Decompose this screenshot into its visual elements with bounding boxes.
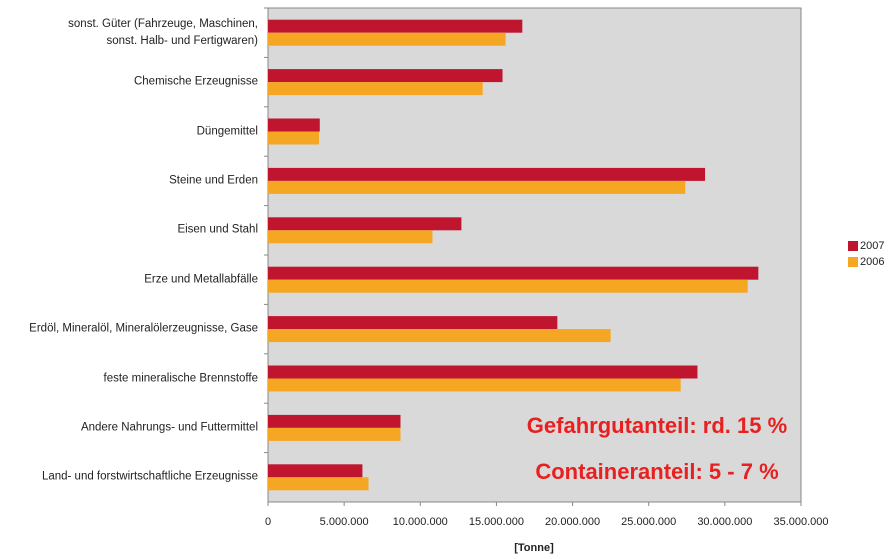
y-tick-label: Chemische Erzeugnisse xyxy=(133,75,258,88)
legend-label: 2006 xyxy=(860,256,884,268)
y-tick-label: feste mineralische Brennstoffe xyxy=(103,372,258,384)
x-tick-label: 30.000.000 xyxy=(697,516,752,528)
bar xyxy=(268,118,320,132)
legend-swatch xyxy=(848,257,858,267)
x-tick-label: 35.000.000 xyxy=(773,516,828,528)
bar xyxy=(268,279,748,293)
annotation: Gefahrgutanteil: rd. 15 % xyxy=(527,413,787,438)
bar xyxy=(268,230,433,244)
bar xyxy=(268,427,401,441)
bar xyxy=(268,19,523,33)
legend-label: 2007 xyxy=(860,240,884,252)
x-tick-label: 10.000.000 xyxy=(393,516,448,528)
y-tick-label: sonst. Güter (Fahrzeuge, Maschinen, sons… xyxy=(68,17,258,47)
x-tick-label: 20.000.000 xyxy=(545,516,600,528)
bar xyxy=(268,217,462,231)
x-tick-label: 15.000.000 xyxy=(469,516,524,528)
annotation: Containeranteil: 5 - 7 % xyxy=(535,459,778,484)
y-tick-label: Land- und forstwirtschaftliche Erzeugnis… xyxy=(41,470,258,483)
y-tick-label: Erdöl, Mineralöl, Mineralölerzeugnisse, … xyxy=(29,322,258,335)
y-tick-label: Andere Nahrungs- und Futtermittel xyxy=(80,421,258,434)
bar xyxy=(268,477,369,491)
bar xyxy=(268,365,698,379)
legend-swatch xyxy=(848,241,858,251)
bar xyxy=(268,32,506,46)
bar xyxy=(268,82,483,96)
bar xyxy=(268,266,759,280)
y-tick-label: Erze und Metallabfälle xyxy=(144,273,258,286)
x-tick-label: 5.000.000 xyxy=(320,516,369,528)
x-axis-label: [Tonne] xyxy=(514,542,554,554)
y-tick-label: Steine und Erden xyxy=(169,174,258,187)
bar xyxy=(268,180,686,194)
y-tick-label: Düngemittel xyxy=(196,125,258,137)
bar xyxy=(268,69,503,83)
x-tick-label: 25.000.000 xyxy=(621,516,676,528)
bar xyxy=(268,464,363,478)
bar xyxy=(268,131,320,145)
bar xyxy=(268,316,558,330)
bar xyxy=(268,329,611,343)
bar xyxy=(268,414,401,428)
bar xyxy=(268,378,681,392)
y-tick-label: Eisen und Stahl xyxy=(177,223,258,236)
x-tick-label: 0 xyxy=(265,516,271,528)
bar xyxy=(268,167,706,181)
